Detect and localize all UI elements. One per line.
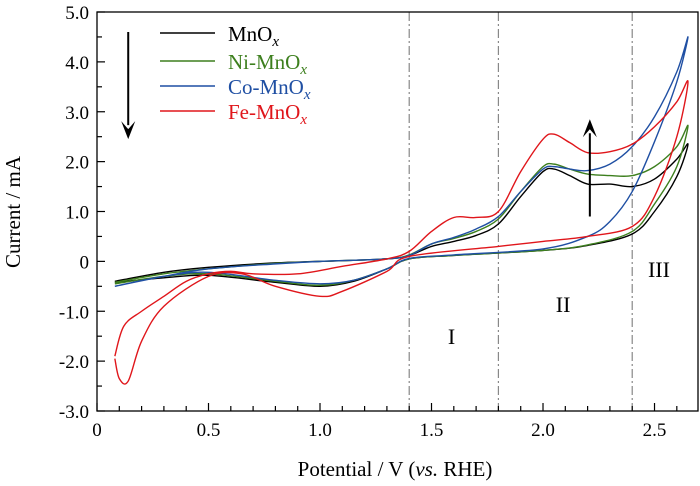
y-tick-label: -2.0 [59, 352, 89, 373]
series-line-mnox [114, 143, 689, 288]
x-tick-label: 0 [92, 420, 102, 441]
x-axis-label-italic: vs. [415, 457, 438, 481]
x-axis-label: Potential / V (vs. RHE) [298, 457, 493, 481]
legend-label: MnOx [228, 22, 279, 50]
y-tick-label: -3.0 [59, 402, 89, 423]
legend-label-subscript: x [271, 34, 279, 50]
series-line-fe-mnox [114, 80, 689, 385]
region-label: III [648, 257, 670, 282]
trend-arrows [121, 31, 597, 217]
arrowhead-up-icon [582, 119, 597, 138]
y-tick-label: 5.0 [65, 3, 89, 24]
y-axis-label: Current / mA [1, 155, 25, 268]
region-label: I [448, 324, 455, 349]
y-tick-label: 1.0 [65, 203, 89, 224]
series-line-co-mnox [114, 36, 689, 287]
y-tick-label: 2.0 [65, 153, 89, 174]
legend-label: Fe-MnOx [228, 100, 307, 128]
y-tick-label: -1.0 [59, 302, 89, 323]
legend-label: Ni-MnOx [228, 50, 307, 78]
x-tick-label: 1.0 [308, 420, 332, 441]
legend-label-subscript: x [299, 112, 307, 128]
y-axis-ticks: -3.0 -2.0 -1.0 0 1.0 2.0 3.0 4.0 5.0 [59, 3, 105, 423]
x-tick-label: 1.5 [420, 420, 444, 441]
legend-label-subscript: x [299, 62, 307, 78]
legend-label-subscript: x [303, 87, 311, 103]
x-tick-label: 2.0 [531, 420, 555, 441]
x-tick-label: 0.5 [197, 420, 221, 441]
x-tick-label: 2.5 [643, 420, 667, 441]
legend-label-base: Ni-MnO [228, 50, 300, 74]
region-dividers [408, 12, 633, 411]
curves [114, 36, 689, 385]
legend-label: Co-MnOx [228, 75, 311, 103]
x-axis-label-part: RHE) [438, 457, 492, 481]
x-axis-label-part: Potential / V ( [298, 457, 416, 481]
x-axis-ticks: 0 0.5 1.0 1.5 2.0 2.5 [92, 403, 678, 441]
y-tick-label: 4.0 [65, 53, 89, 74]
legend-label-base: MnO [228, 22, 272, 46]
arrowhead-down-icon [121, 121, 136, 140]
y-tick-label: 3.0 [65, 103, 89, 124]
plot-frame [96, 11, 699, 412]
region-label: II [556, 292, 571, 317]
legend-label-base: Co-MnO [228, 75, 304, 99]
y-tick-label: 0 [80, 252, 90, 273]
legend-label-base: Fe-MnO [228, 100, 300, 124]
